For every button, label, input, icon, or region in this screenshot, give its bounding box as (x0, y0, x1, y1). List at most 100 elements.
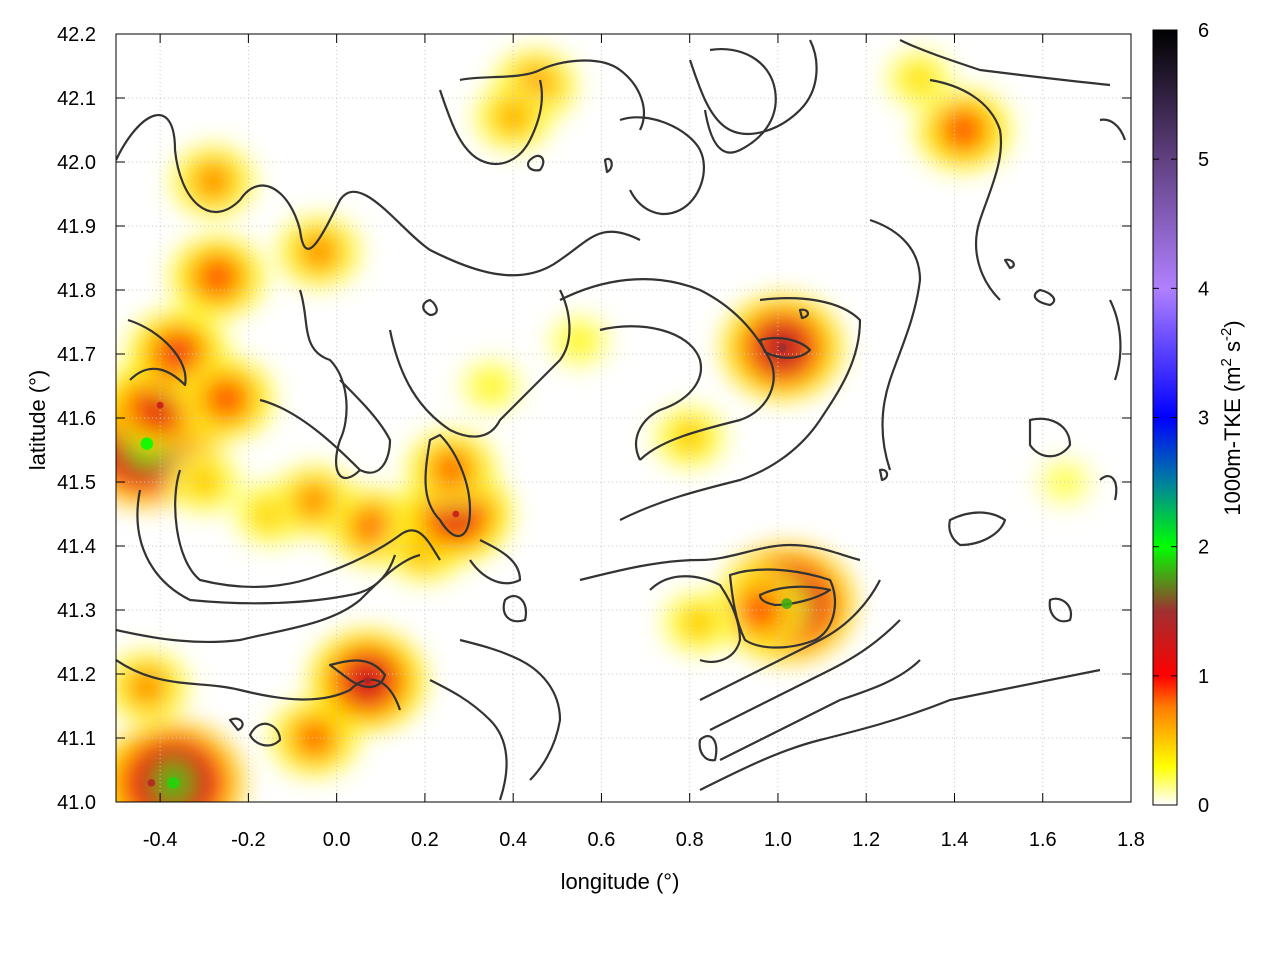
contour-line (699, 668, 1101, 791)
x-tick-label: 1.6 (1029, 829, 1057, 851)
heat-blob (483, 376, 500, 396)
heat-blob (951, 115, 976, 145)
contour-line (1048, 597, 1073, 623)
contour-line (422, 298, 438, 317)
contour-line (388, 289, 571, 438)
colorbar-ticks: 0 1 2 3 4 5 6 (1153, 20, 1209, 817)
contour-line (469, 539, 522, 585)
heat-blob (360, 513, 384, 541)
contour-line (649, 575, 742, 663)
contour-line (127, 318, 187, 387)
grid-lines (116, 33, 1132, 803)
colorbar-label-sup1: 2 (1218, 358, 1235, 366)
heat-core-point (147, 779, 156, 787)
contour-line (1099, 475, 1118, 501)
heat-blob (910, 68, 928, 90)
heat-blob (680, 425, 700, 449)
contour-line (1033, 288, 1056, 307)
heat-core-point (452, 510, 460, 518)
contour-line (899, 39, 1111, 87)
y-tick-label: 41.3 (57, 600, 96, 622)
heat-blob (136, 673, 158, 700)
colorbar-label-sup2: -2 (1218, 328, 1235, 341)
y-tick-label: 42.2 (57, 24, 96, 46)
y-tick-label: 41.5 (57, 472, 96, 494)
contour-line (228, 717, 244, 732)
contour-line (619, 297, 862, 521)
y-axis-label: latitude (°) (25, 370, 50, 471)
x-tick-label: 1.0 (764, 829, 792, 851)
y-tick-label: 41.7 (57, 344, 96, 366)
colorbar-label: 1000m-TKE (m2 s-2) (1218, 320, 1245, 515)
heat-blob (205, 262, 230, 292)
y-tick-label: 41.2 (57, 664, 96, 686)
contour-line (1003, 258, 1015, 270)
colorbar-tick-label: 5 (1198, 149, 1209, 171)
heat-blob (440, 455, 463, 483)
contour-line (116, 659, 402, 711)
heat-core-point (167, 777, 180, 789)
contour-line (878, 468, 889, 482)
contour-line (259, 379, 392, 474)
contour-line (758, 336, 812, 359)
colorbar-label-end: ) (1220, 320, 1245, 327)
y-tick-label: 41.4 (57, 536, 96, 558)
x-tick-label: 0.4 (499, 829, 527, 851)
heat-core-point (363, 676, 372, 685)
y-tick-label: 42.0 (57, 152, 96, 174)
contour-line (728, 568, 837, 649)
y-axis-tick-labels: 41.0 41.1 41.2 41.3 41.4 41.5 41.6 41.7 41.8 41.9… (57, 24, 96, 814)
heat-core-point (140, 437, 154, 450)
x-axis-label: longitude (°) (561, 869, 680, 894)
x-tick-label: -0.4 (143, 829, 177, 851)
contour-line (298, 289, 361, 480)
contour-line (688, 39, 818, 135)
contour-line (579, 543, 861, 582)
y-tick-label: 41.9 (57, 216, 96, 238)
contour-line (174, 469, 441, 589)
contour-line (424, 433, 472, 538)
heat-blob (571, 331, 588, 351)
contour-line (526, 154, 545, 172)
contour-line (719, 659, 921, 761)
contour-line (798, 308, 809, 320)
axis-tick-marks (116, 33, 1132, 803)
contour-line (709, 619, 901, 731)
contour-line (116, 553, 421, 644)
colorbar-label-main: 1000m-TKE (m (1220, 366, 1245, 515)
x-tick-label: 1.4 (941, 829, 969, 851)
heat-blob (202, 168, 224, 195)
colorbar-tick-label: 3 (1198, 408, 1209, 430)
x-tick-label: 0.8 (676, 829, 704, 851)
x-tick-label: 0.0 (323, 829, 351, 851)
x-axis-tick-labels: -0.4 -0.2 0.0 0.2 0.4 0.6 0.8 1.0 1.2 1.4 1.6 1.8 (143, 829, 1145, 851)
contour-line (459, 59, 645, 131)
plot-area (115, 33, 1132, 803)
contour-line (698, 735, 718, 762)
x-tick-label: 0.2 (411, 829, 439, 851)
y-tick-label: 41.0 (57, 792, 96, 814)
heat-blob (303, 488, 326, 515)
colorbar-tick-label: 1 (1198, 666, 1209, 688)
heat-core-point (156, 401, 164, 409)
contour-line (599, 325, 703, 461)
heat-core-point (781, 598, 793, 609)
colorbar-tick-label: 2 (1198, 537, 1209, 559)
contour-line (459, 638, 562, 781)
heat-blob (303, 724, 326, 752)
y-tick-label: 41.8 (57, 280, 96, 302)
contour-line (603, 157, 613, 174)
x-tick-label: 1.2 (852, 829, 880, 851)
contour-line (758, 585, 832, 607)
contour-line (502, 595, 528, 623)
x-tick-label: 0.6 (588, 829, 616, 851)
contour-line (1028, 417, 1072, 458)
heat-blob (214, 384, 239, 414)
contour-line (116, 114, 641, 277)
contour-line (1109, 299, 1122, 381)
contour-line (948, 511, 1007, 547)
y-tick-label: 41.6 (57, 408, 96, 430)
terrain-contours (116, 39, 1127, 801)
colorbar-tick-label: 0 (1198, 795, 1209, 817)
